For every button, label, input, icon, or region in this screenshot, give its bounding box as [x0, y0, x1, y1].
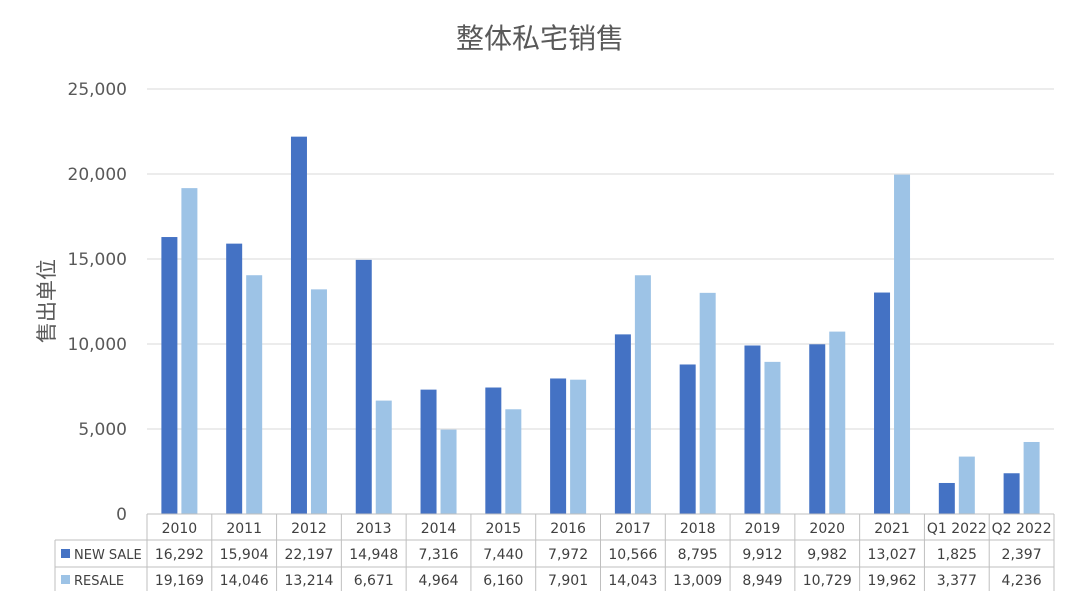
bar-new-sale	[355, 259, 372, 514]
data-label: 16,292	[155, 547, 204, 563]
data-label: 15,904	[220, 547, 269, 563]
bar-new-sale	[550, 378, 567, 514]
data-label: 9,982	[807, 547, 847, 563]
data-label: 22,197	[284, 547, 333, 563]
bar-new-sale	[290, 136, 307, 514]
bar-resale	[505, 409, 522, 514]
data-label: 14,046	[220, 573, 269, 589]
y-axis-ticks: 0 5,000 10,000 15,000 20,000 25,000	[68, 80, 127, 525]
bar-new-sale	[161, 237, 178, 514]
bar-new-sale	[226, 243, 243, 514]
bar-new-sale	[809, 344, 826, 514]
bar-resale	[570, 379, 587, 514]
data-label: 6,160	[483, 573, 523, 589]
x-tick-label: 2012	[291, 521, 327, 537]
x-tick-label: 2014	[421, 521, 457, 537]
x-tick-label: 2016	[550, 521, 586, 537]
data-label: 7,972	[548, 547, 588, 563]
y-tick-label: 20,000	[68, 165, 127, 185]
data-table: 2010 2011 2012 2013 2014 2015 2016 2017 2018 2019…	[54, 513, 1055, 591]
bars	[161, 136, 1040, 514]
bar-new-sale	[420, 389, 437, 514]
bar-new-sale	[614, 334, 631, 514]
data-label: 19,962	[868, 573, 917, 589]
bar-resale	[181, 188, 198, 514]
bar-new-sale	[1003, 473, 1020, 514]
x-tick-label: Q2 2022	[992, 521, 1052, 537]
bar-resale	[375, 400, 392, 514]
x-tick-label: 2013	[356, 521, 392, 537]
data-label: 3,377	[937, 573, 977, 589]
bar-resale	[958, 456, 975, 514]
x-tick-label: 2020	[809, 521, 845, 537]
data-label: 14,043	[608, 573, 657, 589]
data-label: 9,912	[742, 547, 782, 563]
x-tick-label: 2017	[615, 521, 651, 537]
y-tick-label: 15,000	[68, 250, 127, 270]
chart-title: 整体私宅销售	[456, 22, 624, 55]
bar-resale	[440, 429, 457, 514]
data-label: 7,440	[483, 547, 523, 563]
x-tick-label: 2019	[745, 521, 781, 537]
data-label: 13,027	[868, 547, 917, 563]
legend-label: RESALE	[74, 574, 124, 589]
y-tick-label: 10,000	[68, 335, 127, 355]
data-label: 14,948	[349, 547, 398, 563]
data-label: 1,825	[937, 547, 977, 563]
data-label: 7,901	[548, 573, 588, 589]
data-label: 19,169	[155, 573, 204, 589]
y-axis-title: 售出单位	[35, 259, 59, 343]
x-tick-label: 2010	[162, 521, 198, 537]
bar-resale	[246, 275, 263, 514]
data-label: 4,964	[418, 573, 458, 589]
gridlines	[147, 88, 1054, 430]
y-tick-label: 25,000	[68, 80, 127, 100]
data-label: 2,397	[1002, 547, 1042, 563]
data-label: 13,214	[284, 573, 333, 589]
data-label: 10,566	[608, 547, 657, 563]
legend-swatch-new-sale	[61, 549, 70, 558]
y-tick-label: 5,000	[78, 420, 127, 440]
legend-swatch-resale	[61, 575, 70, 584]
bar-resale	[764, 361, 781, 514]
bar-new-sale	[744, 345, 761, 514]
x-tick-label: 2015	[486, 521, 522, 537]
y-tick-label: 0	[116, 505, 127, 525]
bar-new-sale	[679, 364, 696, 514]
x-tick-label: 2021	[874, 521, 910, 537]
x-tick-label: Q1 2022	[927, 521, 987, 537]
data-label: 7,316	[418, 547, 458, 563]
bar-resale	[310, 289, 327, 514]
bar-resale	[829, 331, 846, 514]
bar-new-sale	[938, 482, 955, 514]
bar-resale	[894, 174, 911, 514]
x-tick-label: 2011	[226, 521, 262, 537]
bar-new-sale	[485, 387, 502, 514]
data-label: 6,671	[354, 573, 394, 589]
legend-label: NEW SALE	[74, 548, 142, 563]
data-label: 8,795	[678, 547, 718, 563]
bar-resale	[1023, 441, 1040, 514]
x-tick-label: 2018	[680, 521, 716, 537]
data-label: 8,949	[742, 573, 782, 589]
bar-resale	[699, 292, 716, 514]
bar-resale	[634, 275, 651, 514]
data-label: 4,236	[1002, 573, 1042, 589]
bar-new-sale	[874, 292, 891, 514]
data-label: 10,729	[803, 573, 852, 589]
data-label: 13,009	[673, 573, 722, 589]
